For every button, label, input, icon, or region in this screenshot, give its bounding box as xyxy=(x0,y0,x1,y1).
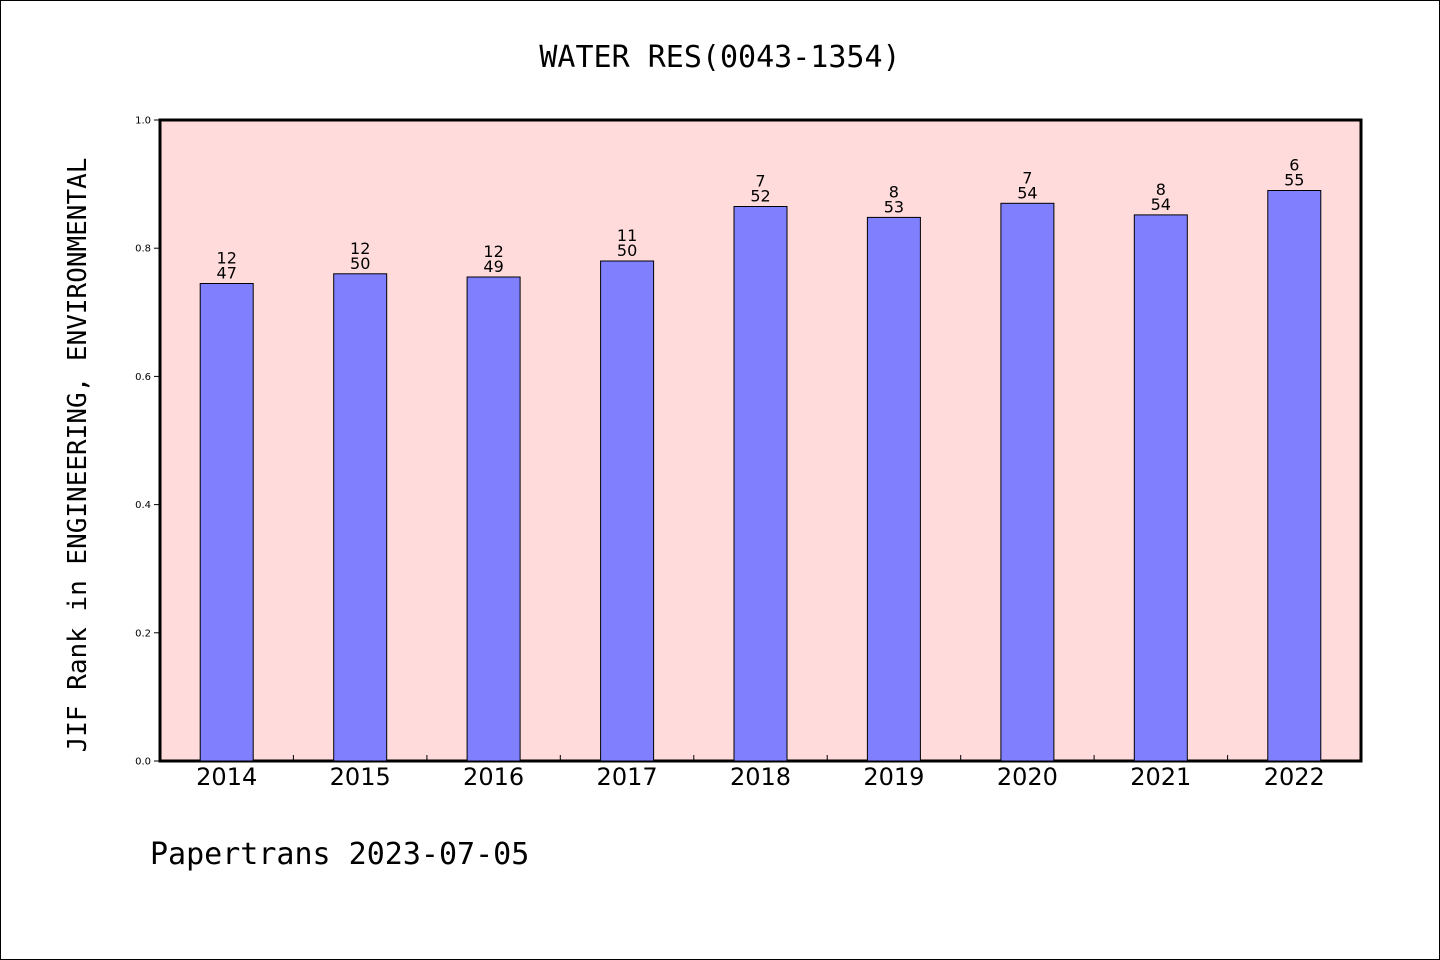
x-tick-label-2014: 2014 xyxy=(196,763,257,791)
data-label-total-2018: 52 xyxy=(750,187,770,206)
x-tick-label-2016: 2016 xyxy=(463,763,524,791)
x-tick-label-2020: 2020 xyxy=(997,763,1058,791)
y-tick-label-0.4: 0.4 xyxy=(135,500,151,511)
data-label-rank-2020: 7 xyxy=(1022,168,1032,187)
y-tick-label-1.0: 1.0 xyxy=(135,116,151,127)
bar-2015 xyxy=(333,273,388,762)
y-tick-label-0.0: 0.0 xyxy=(135,757,151,768)
y-tick-label-0.2: 0.2 xyxy=(135,628,151,639)
y-axis: 0.0 0.2 0.4 0.6 0.8 1.0 xyxy=(135,116,160,768)
x-tick-label-2017: 2017 xyxy=(597,763,658,791)
bar-2022 xyxy=(1267,190,1322,762)
bar-2019 xyxy=(866,216,921,762)
x-tick-label-2018: 2018 xyxy=(730,763,791,791)
data-label-rank-2014: 12 xyxy=(217,249,237,268)
data-label-total-2021: 54 xyxy=(1151,195,1171,214)
bar-2021 xyxy=(1133,214,1188,762)
data-label-total-2015: 50 xyxy=(350,254,370,273)
x-axis: 2014 2015 2016 2017 2018 2019 2020 2021 2022 xyxy=(196,755,1325,791)
x-tick-label-2021: 2021 xyxy=(1130,763,1191,791)
bar-2018 xyxy=(733,206,788,762)
bar-2014 xyxy=(199,283,254,762)
bar-2016 xyxy=(466,276,521,762)
bars-layer xyxy=(199,190,1322,762)
data-label-total-2016: 49 xyxy=(483,257,503,276)
data-label-rank-2019: 8 xyxy=(889,182,899,201)
data-label-rank-2021: 8 xyxy=(1156,180,1166,199)
y-tick-label-0.6: 0.6 xyxy=(135,372,151,383)
data-label-rank-2022: 6 xyxy=(1289,156,1299,175)
data-label-rank-2018: 7 xyxy=(755,172,765,191)
bar-2017 xyxy=(600,260,655,762)
x-tick-label-2022: 2022 xyxy=(1264,763,1325,791)
bar-2020 xyxy=(1000,202,1055,762)
data-label-rank-2016: 12 xyxy=(483,242,503,261)
x-tick-label-2015: 2015 xyxy=(330,763,391,791)
data-label-total-2020: 54 xyxy=(1017,183,1037,202)
data-label-total-2022: 55 xyxy=(1284,171,1304,190)
data-label-total-2014: 47 xyxy=(217,264,237,283)
y-tick-label-0.8: 0.8 xyxy=(135,244,151,255)
data-label-rank-2017: 11 xyxy=(617,226,637,245)
data-label-rank-2015: 12 xyxy=(350,239,370,258)
x-tick-label-2019: 2019 xyxy=(863,763,924,791)
footer-credit: Papertrans 2023-07-05 xyxy=(150,837,529,872)
y-axis-title: JIF Rank in ENGINEERING, ENVIRONMENTAL xyxy=(63,158,93,753)
data-label-total-2019: 53 xyxy=(884,197,904,216)
data-label-total-2017: 50 xyxy=(617,241,637,260)
chart-title: WATER RES(0043-1354) xyxy=(539,40,900,75)
